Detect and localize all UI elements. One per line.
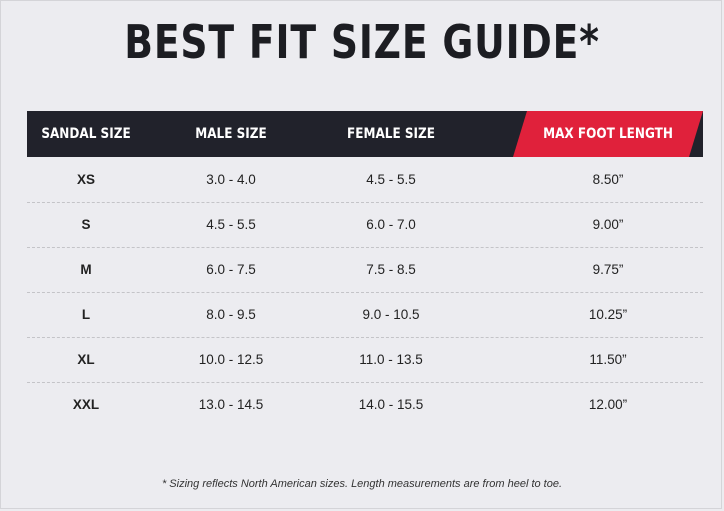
female-size-cell: 4.5 - 5.5 (366, 172, 416, 187)
table-row: XXL 13.0 - 14.5 14.0 - 15.5 12.00” (27, 383, 703, 427)
max-foot-length-cell: 8.50” (592, 172, 624, 187)
male-size-cell: 3.0 - 4.0 (206, 172, 256, 187)
sandal-size-cell: M (80, 262, 92, 277)
sandal-size-cell: XS (76, 172, 95, 187)
male-size-cell: 8.0 - 9.5 (206, 307, 256, 322)
table-header: SANDAL SIZE MALE SIZE FEMALE SIZE MAX FO… (27, 111, 703, 157)
male-size-cell: 13.0 - 14.5 (198, 397, 264, 412)
male-size-cell: 4.5 - 5.5 (206, 217, 256, 232)
header-male-size: MALE SIZE (195, 126, 267, 142)
table-row: XL 10.0 - 12.5 11.0 - 13.5 11.50” (27, 338, 703, 383)
female-size-cell: 14.0 - 15.5 (358, 397, 424, 412)
max-foot-length-cell: 9.00” (592, 217, 624, 232)
max-foot-length-cell: 9.75” (592, 262, 624, 277)
female-size-cell: 9.0 - 10.5 (362, 307, 420, 322)
table-body: XS 3.0 - 4.0 4.5 - 5.5 8.50” S 4.5 - 5.5… (27, 157, 703, 427)
header-female-size: FEMALE SIZE (347, 126, 435, 142)
table-row: L 8.0 - 9.5 9.0 - 10.5 10.25” (27, 293, 703, 338)
female-size-cell: 7.5 - 8.5 (366, 262, 416, 277)
header-accent-block (513, 111, 703, 157)
table-row: XS 3.0 - 4.0 4.5 - 5.5 8.50” (27, 158, 703, 203)
page-title: BEST FIT SIZE GUIDE* (124, 15, 600, 69)
sandal-size-cell: S (81, 217, 91, 232)
sandal-size-cell: L (81, 307, 91, 322)
table-row: M 6.0 - 7.5 7.5 - 8.5 9.75” (27, 248, 703, 293)
header-sandal-size: SANDAL SIZE (41, 126, 131, 142)
max-foot-length-cell: 11.50” (589, 352, 627, 367)
size-guide-table: SANDAL SIZE MALE SIZE FEMALE SIZE MAX FO… (27, 111, 703, 427)
max-foot-length-cell: 10.25” (588, 307, 628, 322)
sandal-size-cell: XL (77, 352, 95, 367)
sandal-size-cell: XXL (72, 397, 100, 412)
footnote: * Sizing reflects North American sizes. … (161, 478, 563, 490)
max-foot-length-cell: 12.00” (588, 397, 628, 412)
header-max-foot-length: MAX FOOT LENGTH (543, 126, 673, 142)
table-row: S 4.5 - 5.5 6.0 - 7.0 9.00” (27, 203, 703, 248)
male-size-cell: 6.0 - 7.5 (206, 262, 256, 277)
female-size-cell: 6.0 - 7.0 (366, 217, 416, 232)
male-size-cell: 10.0 - 12.5 (198, 352, 264, 367)
female-size-cell: 11.0 - 13.5 (359, 352, 423, 367)
